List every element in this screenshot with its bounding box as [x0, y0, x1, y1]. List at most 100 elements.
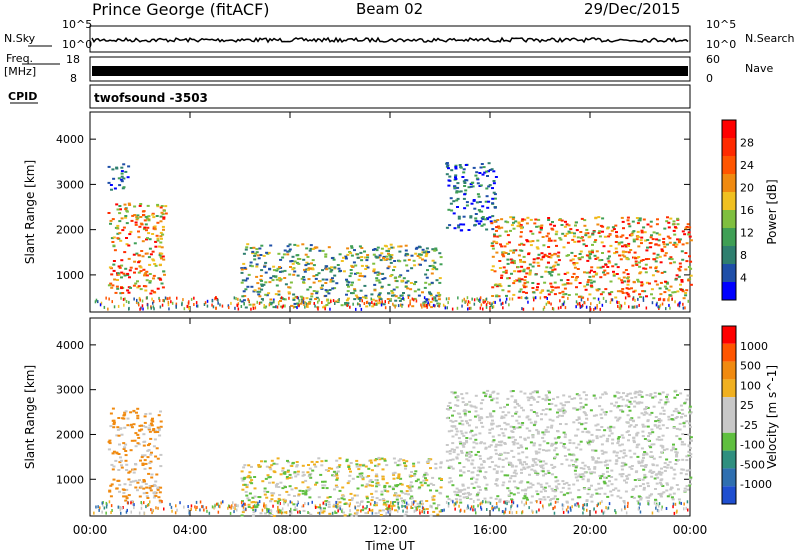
- pixel: [627, 251, 631, 254]
- pixel: [382, 255, 386, 258]
- pixel: [244, 288, 248, 291]
- pixel: [497, 454, 501, 456]
- pixel: [536, 257, 540, 260]
- pixel: [176, 508, 178, 512]
- pixel: [652, 457, 656, 460]
- pixel: [365, 259, 369, 262]
- pixel: [122, 506, 124, 509]
- pixel: [478, 201, 482, 203]
- pixel: [554, 404, 558, 407]
- pixel: [381, 509, 385, 512]
- pixel: [158, 491, 162, 494]
- pixel: [102, 503, 104, 507]
- pixel: [550, 302, 552, 306]
- pixel: [545, 482, 549, 485]
- pixel: [418, 486, 422, 489]
- pixel: [153, 307, 155, 311]
- pixel: [512, 455, 516, 458]
- pixel: [593, 241, 597, 243]
- pixel: [626, 414, 630, 417]
- pixel: [522, 243, 526, 246]
- pixel: [342, 495, 346, 498]
- pixel: [331, 511, 334, 515]
- pixel: [422, 479, 426, 482]
- pixel: [476, 469, 480, 472]
- pixel: [312, 264, 316, 267]
- pixel: [390, 246, 394, 249]
- pixel: [142, 425, 146, 428]
- pixel: [454, 420, 458, 422]
- pixel: [429, 292, 433, 295]
- pixel: [464, 179, 468, 182]
- pixel: [644, 258, 648, 261]
- pixel: [336, 264, 340, 266]
- pixel: [541, 256, 545, 259]
- pixel: [660, 451, 663, 454]
- pixel: [537, 253, 541, 256]
- pixel: [260, 269, 264, 272]
- pixel: [542, 504, 544, 508]
- pixel: [310, 262, 313, 265]
- pixel: [357, 302, 359, 306]
- pixel: [398, 275, 401, 278]
- pixel: [685, 459, 689, 462]
- pixel: [145, 252, 149, 255]
- data-velocity: [93, 389, 693, 517]
- pixel: [643, 476, 647, 479]
- pixel: [146, 449, 150, 452]
- pixel: [657, 470, 661, 473]
- pixel: [580, 423, 584, 426]
- pixel: [335, 282, 339, 285]
- pixel: [424, 273, 428, 276]
- pixel: [489, 496, 493, 499]
- pixel: [520, 278, 524, 281]
- pixel: [324, 289, 328, 292]
- pixel: [485, 218, 489, 221]
- pixel: [242, 299, 246, 302]
- pixel: [120, 172, 124, 175]
- pixel: [594, 257, 598, 260]
- pixel: [124, 297, 126, 301]
- pixel: [593, 308, 595, 311]
- pixel: [335, 466, 339, 469]
- pixel: [661, 445, 665, 448]
- pixel: [498, 260, 502, 262]
- pixel: [474, 508, 476, 512]
- pixel: [596, 289, 600, 292]
- pixel: [549, 266, 553, 269]
- pixel: [688, 226, 692, 229]
- pixel: [444, 306, 447, 310]
- pixel: [675, 427, 679, 430]
- pixel: [501, 458, 505, 461]
- pixel: [594, 488, 598, 491]
- pixel: [158, 296, 160, 300]
- pixel: [646, 425, 650, 428]
- pixel: [509, 477, 513, 480]
- pixel: [466, 506, 468, 510]
- pixel: [432, 484, 436, 486]
- pixel: [663, 254, 667, 257]
- pixel: [523, 279, 527, 282]
- pixel: [390, 254, 394, 256]
- pixel: [504, 507, 507, 511]
- pixel: [467, 229, 471, 231]
- pixel: [519, 260, 523, 263]
- pixel: [642, 267, 646, 270]
- pixel: [395, 286, 399, 289]
- pixel: [485, 228, 489, 231]
- pixel: [596, 256, 600, 259]
- pixel: [387, 252, 390, 255]
- pixel: [473, 207, 477, 210]
- pixel: [464, 414, 467, 417]
- pixel: [662, 413, 666, 415]
- pixel: [162, 217, 166, 220]
- pixel: [283, 471, 287, 474]
- pixel: [307, 489, 311, 492]
- pixel: [298, 299, 300, 303]
- pixel: [460, 450, 463, 453]
- pixel: [675, 484, 679, 486]
- pixel: [544, 490, 547, 493]
- pixel: [429, 489, 432, 492]
- pixel: [107, 181, 111, 184]
- pixel: [547, 390, 551, 393]
